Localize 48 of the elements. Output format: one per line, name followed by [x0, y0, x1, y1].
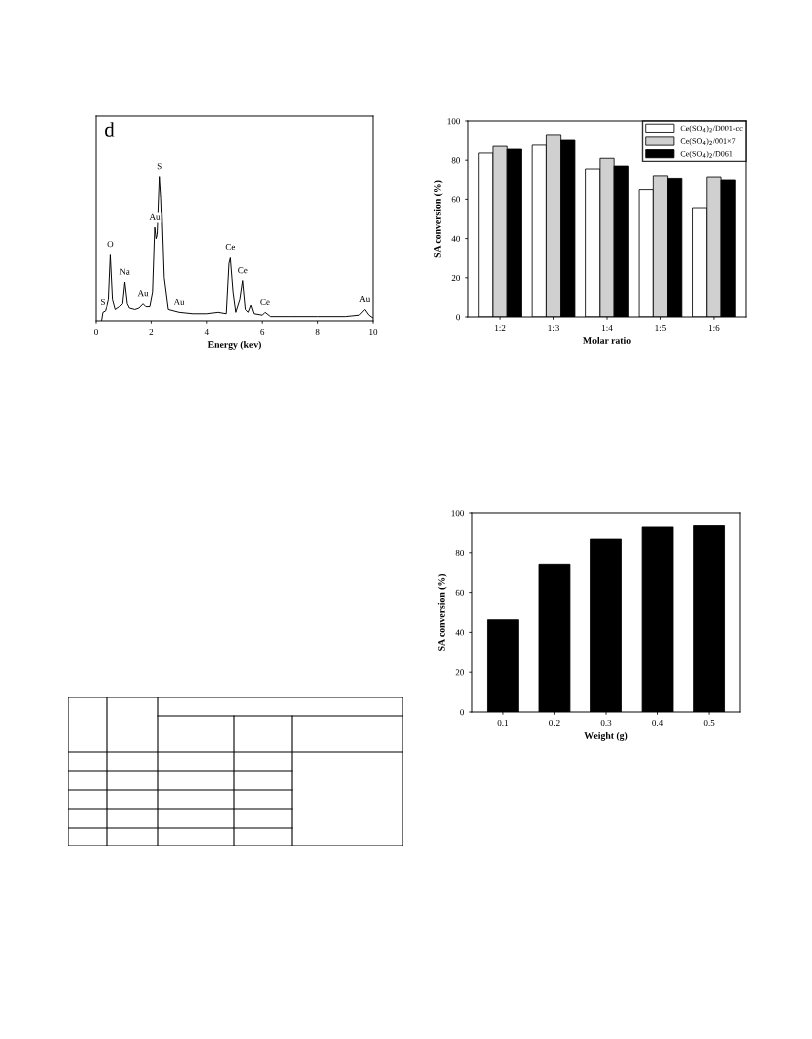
x-tick-label: 1:5 — [655, 324, 666, 332]
annotation: Au — [359, 296, 371, 303]
x-tick-label: 1:4 — [602, 324, 613, 332]
y-tick-label: 80 — [455, 549, 465, 557]
y-axis-title: SA conversion (%) — [433, 180, 443, 258]
text: d — [105, 122, 115, 137]
y-tick-label: 0 — [460, 709, 465, 716]
x-tick-label: 0.2 — [549, 719, 560, 727]
annotation: Au — [137, 290, 149, 297]
annotation: Au — [173, 298, 185, 305]
y-tick-label: 60 — [451, 196, 461, 203]
annotation: S — [101, 298, 105, 305]
legend-label: Ce(SO$_{4}$)$_{2}$/D061 — [680, 150, 733, 159]
x-tick-label: 0.3 — [600, 719, 612, 727]
x-axis-title: Weight (g) — [584, 731, 628, 741]
x-tick-label: 6 — [260, 328, 265, 335]
legend-label: Ce(SO$_{4}$)$_{2}$/D001-cc — [680, 125, 743, 133]
annotation: Au — [149, 213, 161, 220]
x-tick-label: 0.4 — [652, 719, 664, 727]
y-axis-title: SA conversion (%) — [437, 574, 447, 651]
y-tick-label: 40 — [455, 629, 465, 636]
x-tick-label: 2 — [149, 328, 154, 335]
x-tick-label: 0.1 — [497, 719, 509, 727]
annotation: Ce — [238, 267, 248, 274]
annotation: O — [107, 241, 114, 248]
x-tick-label: 1:3 — [548, 324, 559, 332]
x-tick-label: 4 — [204, 328, 209, 335]
legend-label: Ce(SO$_{4}$)$_{2}$/001×7 — [680, 138, 736, 146]
y-tick-label: 100 — [451, 510, 465, 517]
x-tick-label: 1:6 — [708, 324, 720, 332]
x-tick-label: 0 — [94, 328, 98, 335]
x-axis-title: Energy (kev) — [207, 340, 261, 350]
annotation: S — [157, 163, 162, 170]
x-tick-label: 8 — [315, 328, 320, 335]
x-tick-label: 10 — [369, 328, 378, 335]
y-tick-label: 40 — [451, 235, 461, 242]
y-tick-label: 80 — [451, 157, 461, 164]
annotation: Na — [119, 268, 130, 275]
annotation: Ce — [225, 244, 236, 251]
y-tick-label: 100 — [447, 118, 461, 125]
x-tick-label: 0.5 — [703, 719, 715, 727]
y-tick-label: 20 — [455, 669, 465, 676]
x-axis-title: Molar ratio — [583, 336, 631, 344]
y-tick-label: 0 — [456, 314, 461, 321]
y-tick-label: 60 — [455, 589, 465, 596]
x-tick-label: 1:2 — [495, 324, 506, 332]
y-tick-label: 20 — [451, 274, 461, 282]
annotation: Ce — [260, 298, 270, 305]
